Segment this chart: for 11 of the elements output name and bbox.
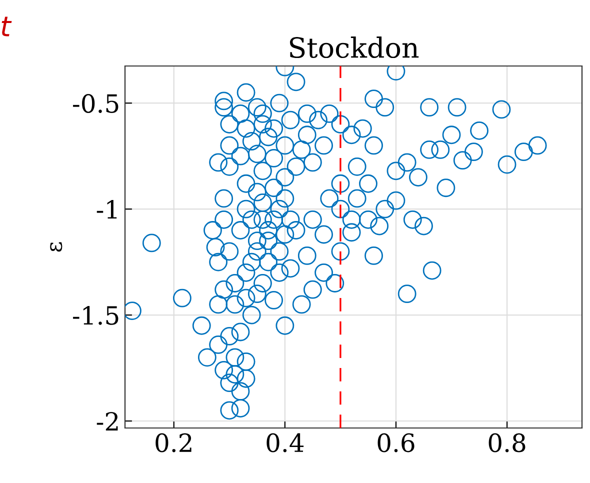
y-tick-label: -2 bbox=[96, 412, 118, 431]
text: t bbox=[2, 16, 12, 36]
chart-title: Stockdon bbox=[290, 36, 419, 58]
y-axis-title: ε bbox=[50, 242, 62, 252]
y-tick-label: -0.5 bbox=[73, 94, 118, 113]
x-tick-label: 0.8 bbox=[488, 433, 526, 452]
x-tick-label: 0.2 bbox=[156, 433, 192, 452]
y-tick-label: -1.5 bbox=[73, 306, 118, 325]
y-tick-label: -1 bbox=[96, 200, 117, 219]
x-tick-label: 0.4 bbox=[266, 433, 304, 452]
x-tick-label: 0.6 bbox=[378, 433, 414, 452]
